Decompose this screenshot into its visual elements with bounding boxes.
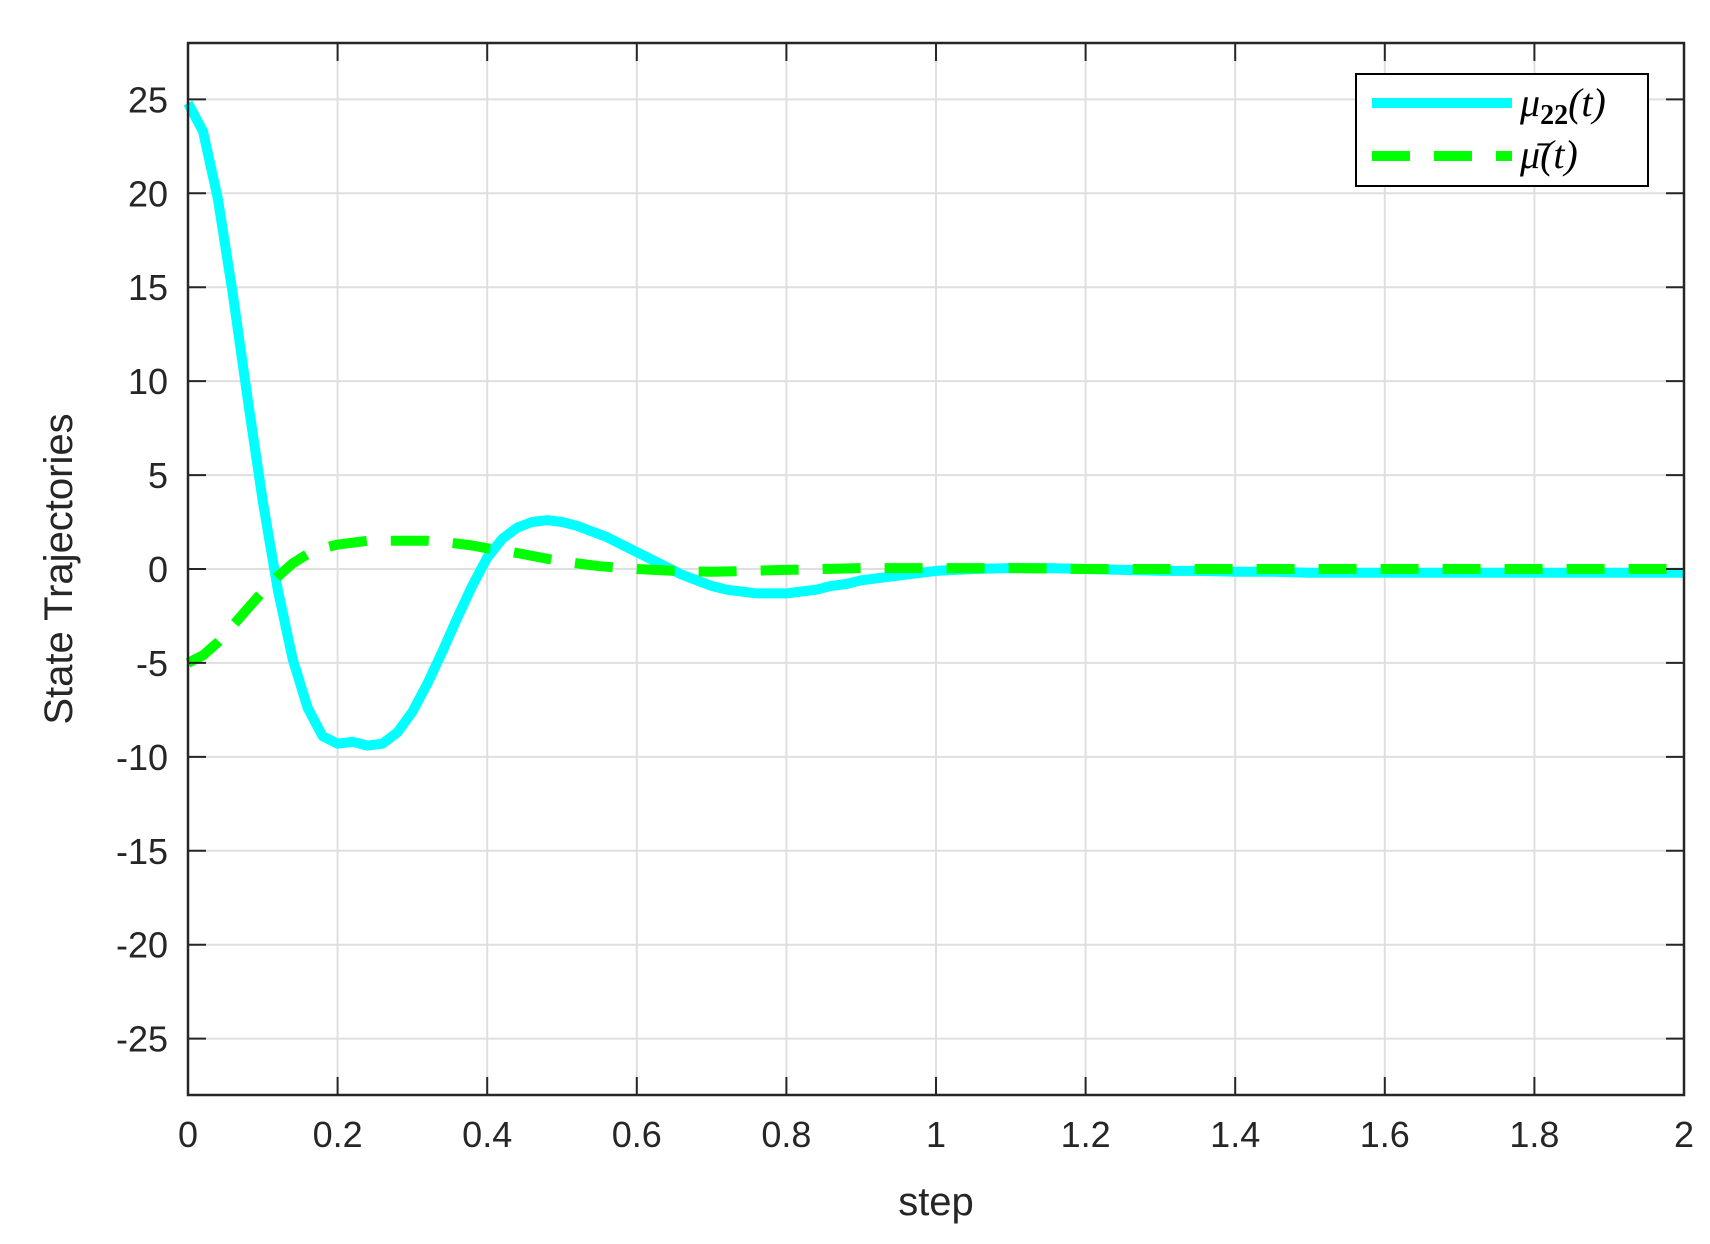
tick-labels: 0 0.2 0.4 0.6 0.8 1 1.2 1.4 1.6 1.8 2 25 20 15 10 5 0 -5 -… (116, 79, 1694, 1155)
y-tick-label: -15 (116, 831, 168, 872)
legend: μ22(t) μ̄(t) (1355, 73, 1649, 187)
y-tick-label: -5 (136, 643, 168, 684)
y-tick-label: -10 (116, 737, 168, 778)
y-tick-label: -20 (116, 925, 168, 966)
legend-mubar-tail: (t) (1540, 132, 1578, 177)
x-tick-label: 0.8 (761, 1114, 811, 1155)
legend-mu22-tail: (t) (1568, 80, 1606, 125)
x-axis-label: step (898, 1180, 974, 1224)
y-tick-label: 25 (128, 79, 168, 120)
y-tick-label: 15 (128, 267, 168, 308)
x-tick-label: 1.4 (1210, 1114, 1260, 1155)
legend-label-mubar: μ̄(t) (1519, 132, 1578, 177)
y-axis-label: State Trajectories (37, 413, 81, 724)
legend-label-mu22: μ22(t) (1519, 80, 1606, 131)
x-tick-label: 1.6 (1360, 1114, 1410, 1155)
series-line-mubar (185, 535, 1684, 668)
x-tick-label: 0.4 (462, 1114, 512, 1155)
x-tick-label: 1 (926, 1114, 946, 1155)
x-tick-label: 0.6 (612, 1114, 662, 1155)
x-tick-label: 2 (1674, 1114, 1694, 1155)
plot-frame (186, 41, 1686, 1097)
x-tick-label: 0 (178, 1114, 198, 1155)
y-tick-label: 5 (148, 455, 168, 496)
x-tick-label: 1.8 (1509, 1114, 1559, 1155)
legend-mu22-sub: 22 (1540, 100, 1568, 131)
y-tick-label: 0 (148, 549, 168, 590)
legend-mu22-main: μ (1519, 80, 1540, 125)
y-tick-label: 10 (128, 361, 168, 402)
x-tick-label: 1.2 (1061, 1114, 1111, 1155)
series-layer (183, 100, 1684, 751)
y-tick-label: -25 (116, 1019, 168, 1060)
x-tick-label: 0.2 (313, 1114, 363, 1155)
legend-box (1355, 73, 1649, 187)
y-tick-label: 20 (128, 173, 168, 214)
